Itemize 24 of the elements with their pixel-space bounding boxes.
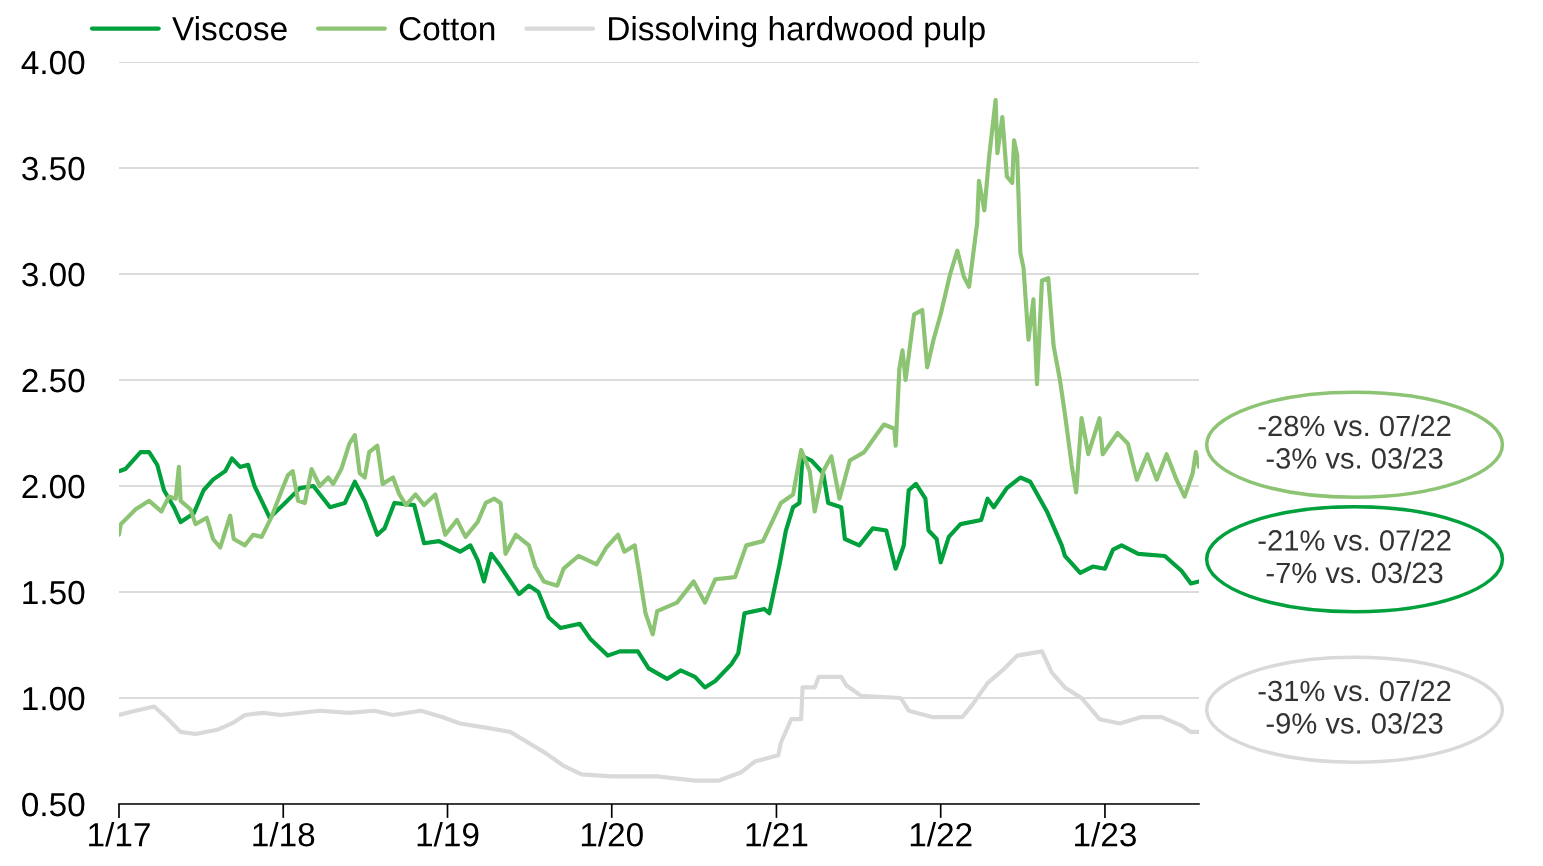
y-tick-label: 0.50 <box>22 792 85 817</box>
legend-label: Viscose <box>172 16 287 41</box>
x-tick-label: 1/21 <box>746 822 808 847</box>
legend-label: Dissolving hardwood pulp <box>609 16 985 48</box>
line-series <box>119 649 1199 783</box>
x-tick-label: 1/17 <box>89 822 150 847</box>
text: -31% vs. 07/22 -9% vs. 03/23 <box>1258 679 1451 734</box>
y-tick-label: 2.00 <box>22 474 85 499</box>
y-tick-label: 1.50 <box>23 580 85 605</box>
x-tick-label: 1/23 <box>1075 822 1136 847</box>
line-series <box>119 449 1199 690</box>
y-tick-label: 3.00 <box>22 262 85 287</box>
x-tick-label: 1/19 <box>417 822 479 847</box>
line-series <box>119 98 1199 637</box>
y-tick-label: 4.00 <box>21 50 85 75</box>
y-tick-label: 1.00 <box>23 686 85 711</box>
legend-label: Cotton <box>399 16 495 41</box>
text: -21% vs. 07/22 -7% vs. 03/23 <box>1258 529 1451 584</box>
x-tick-label: 1/22 <box>910 822 972 847</box>
text: -28% vs. 07/22 -3% vs. 03/23 <box>1258 414 1451 469</box>
x-tick-label: 1/18 <box>253 822 315 847</box>
x-tick-label: 1/20 <box>581 822 643 847</box>
y-tick-label: 3.50 <box>22 156 85 181</box>
y-tick-label: 2.50 <box>22 368 85 393</box>
